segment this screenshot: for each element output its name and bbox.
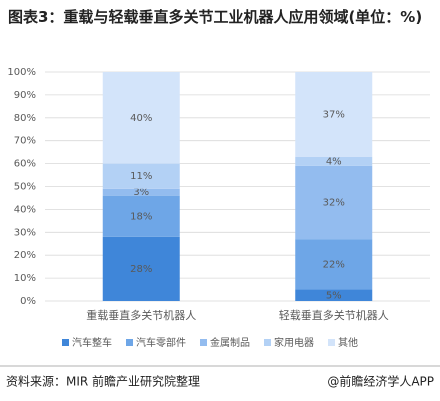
bar-segment [295,156,373,166]
bar-segment [295,289,373,301]
x-tick-label: 重载垂直多关节机器人 [86,308,196,322]
y-tick-label: 0% [20,296,36,307]
bar-segment [102,236,180,301]
legend-label: 汽车零部件 [136,336,186,349]
legend-swatch [200,339,207,346]
bar-segment [295,72,373,157]
legend-label: 其他 [338,336,358,349]
bar-segment [102,188,180,196]
data-label: 32% [323,198,345,209]
legend-label: 金属制品 [210,336,250,349]
y-tick-label: 30% [14,227,36,238]
data-label: 40% [130,113,152,124]
bar-segment [102,72,180,164]
legend-swatch [328,339,335,346]
chart-title: 图表3：重载与轻载垂直多关节工业机器人应用领域(单位：%) [8,8,423,26]
y-tick-label: 50% [14,182,36,193]
data-label: 4% [326,156,342,167]
data-label: 11% [130,171,152,182]
legend-swatch [264,339,271,346]
legend-label: 家用电器 [274,336,314,349]
legend-swatch [126,339,133,346]
data-label: 37% [323,109,345,120]
y-tick-label: 100% [7,67,36,78]
credit: @前瞻经济学人APP [327,374,434,389]
y-tick-label: 90% [14,90,36,101]
y-tick-label: 20% [14,250,36,261]
bar-segment [295,239,373,290]
y-tick-label: 80% [14,113,36,124]
y-tick-label: 70% [14,136,36,147]
bar-segment [295,165,373,240]
legend-swatch [62,339,69,346]
data-label: 5% [326,290,342,301]
y-tick-label: 40% [14,204,36,215]
bar-segment [102,195,180,237]
source: 资料来源：MIR 前瞻产业研究院整理 [6,374,200,389]
bar-segment [102,163,180,189]
y-tick-label: 10% [14,273,36,284]
x-tick-label: 轻载垂直多关节机器人 [279,308,389,322]
data-label: 28% [130,264,152,275]
legend-label: 汽车整车 [72,336,112,349]
data-label: 18% [130,211,152,222]
y-tick-label: 60% [14,159,36,170]
data-label: 22% [323,259,345,270]
data-label: 3% [133,187,149,198]
